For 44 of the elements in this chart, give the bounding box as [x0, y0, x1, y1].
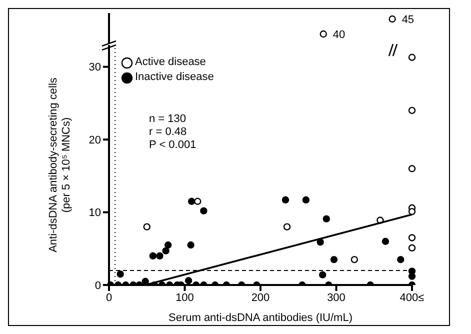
- point: [164, 241, 172, 249]
- point: [188, 198, 196, 205]
- y-tick-label: 30: [88, 62, 101, 74]
- point: [397, 256, 404, 264]
- point: [330, 256, 338, 264]
- data-label: 45: [402, 14, 414, 26]
- y-tick-label: 10: [88, 207, 101, 220]
- legend-label: Inactive disease: [135, 70, 214, 85]
- legend-label: Active disease: [135, 55, 206, 70]
- point: [350, 256, 358, 264]
- point: [408, 272, 416, 280]
- annotation: P < 0.001: [149, 139, 196, 152]
- point: [408, 244, 416, 252]
- point: [116, 270, 124, 278]
- y-axis-title: Anti-dsDNA antibody-secreting cells (per 5 × 10⁵ MNCs): [48, 77, 72, 252]
- annotation: r = 0.48: [149, 126, 188, 139]
- point: [194, 198, 202, 205]
- x-tick-label: 200: [251, 292, 270, 304]
- point: [142, 278, 149, 285]
- point: [408, 165, 416, 172]
- point: [149, 252, 157, 260]
- point: [187, 241, 194, 249]
- data-label: 40: [332, 28, 346, 41]
- x-axis-title: Serum anti-dsDNA antibodies (IU/mL): [168, 312, 353, 324]
- annotation: n = 130: [149, 113, 188, 126]
- point: [322, 215, 330, 222]
- point: [156, 252, 164, 260]
- point: [319, 271, 326, 278]
- point: [200, 207, 208, 214]
- point: [408, 208, 416, 216]
- point: [282, 196, 290, 204]
- point: [162, 247, 170, 254]
- point: [408, 234, 416, 242]
- y-tick-label: 0: [94, 280, 101, 292]
- x-tick-label: 400≤: [400, 292, 424, 304]
- y-tick-label: 20: [88, 134, 101, 146]
- x-tick-label: 100: [176, 292, 194, 304]
- x-tick-label: 0: [106, 292, 112, 304]
- point: [302, 196, 310, 204]
- x-tick-label: 300: [327, 292, 346, 304]
- point: [382, 238, 390, 245]
- point: [283, 223, 291, 230]
- point: [184, 277, 192, 284]
- point: [143, 223, 150, 230]
